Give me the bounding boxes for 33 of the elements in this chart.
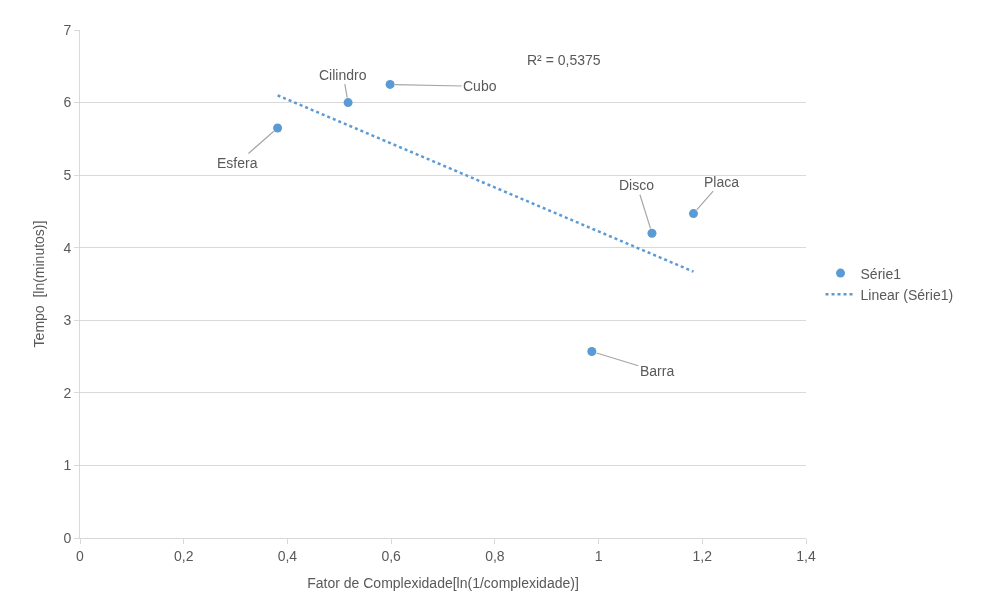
point: [343, 98, 353, 108]
annotation: Esfera: [217, 155, 258, 171]
x-tick-label: 0,2: [173, 547, 194, 564]
legend-label: Linear (Série1): [860, 286, 954, 303]
legend-label: Série1: [860, 265, 902, 282]
x-tick-label: 0: [76, 547, 85, 564]
y-tick-label: 7: [63, 21, 72, 38]
x-tick-label: 1,4: [796, 547, 816, 564]
y-axis-title: Tempo [ln(minutos)]: [31, 220, 47, 348]
point: [688, 209, 698, 219]
y-tick-label: 3: [63, 312, 72, 329]
x-tick-label: 1,2: [692, 547, 713, 564]
annotation: R² = 0,5375: [527, 52, 601, 68]
y-tick-label: 5: [63, 167, 72, 184]
point: [587, 346, 597, 356]
x-tick-label: 0,8: [485, 547, 505, 564]
annotation: Disco: [619, 177, 655, 193]
point: [273, 123, 283, 133]
x-tick-label: 0,6: [381, 547, 402, 564]
annotation: Cubo: [463, 78, 497, 94]
annotation: Barra: [640, 363, 675, 379]
y-tick-label: 2: [63, 384, 72, 401]
y-tick-label: 4: [63, 239, 72, 256]
x-axis-title: Fator de Complexidade[ln(1/complexidade)]: [307, 575, 579, 592]
y-tick-label: 6: [63, 94, 72, 111]
x-tick-label: 1: [594, 547, 603, 564]
x-tick-label: 0,4: [277, 547, 298, 564]
y-tick-label: 1: [63, 457, 72, 474]
annotation: Placa: [704, 174, 740, 190]
point: [385, 79, 395, 89]
y-tick-label: 0: [63, 529, 72, 546]
point: [647, 228, 657, 238]
annotation: Cilindro: [319, 67, 367, 83]
